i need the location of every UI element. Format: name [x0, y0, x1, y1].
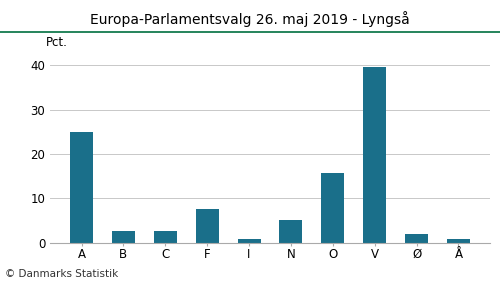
Bar: [154, 232, 177, 243]
Text: Pct.: Pct.: [46, 36, 68, 49]
Bar: [196, 209, 218, 243]
Bar: [322, 173, 344, 243]
Text: © Danmarks Statistik: © Danmarks Statistik: [5, 269, 118, 279]
Bar: [405, 234, 428, 243]
Bar: [70, 132, 93, 243]
Bar: [363, 67, 386, 243]
Text: Europa-Parlamentsvalg 26. maj 2019 - Lyngså: Europa-Parlamentsvalg 26. maj 2019 - Lyn…: [90, 11, 410, 27]
Bar: [112, 232, 135, 243]
Bar: [447, 239, 470, 243]
Bar: [280, 220, 302, 243]
Bar: [238, 239, 260, 243]
